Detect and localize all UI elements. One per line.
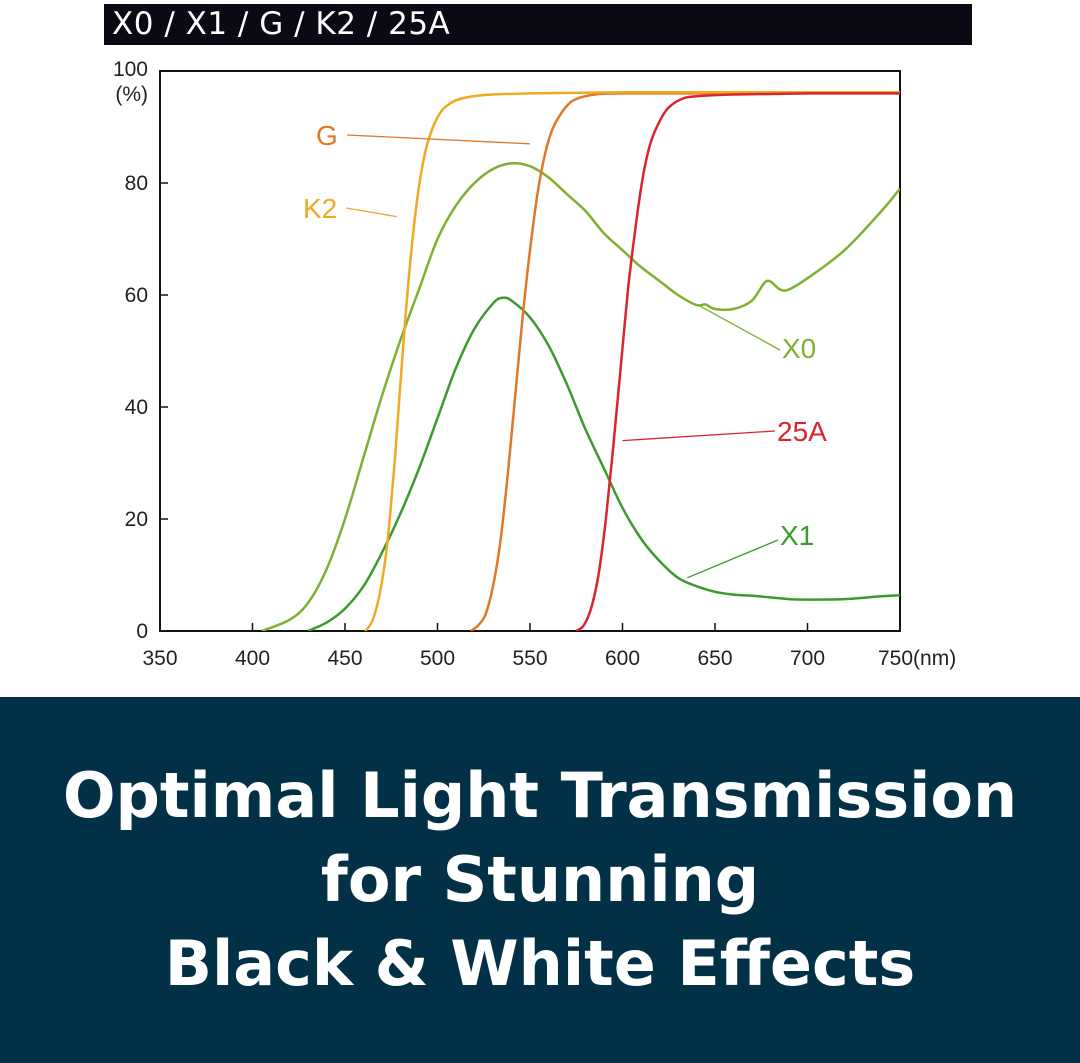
headline-line-1: Optimal Light Transmission bbox=[62, 759, 1018, 832]
series-label-x1: X1 bbox=[780, 520, 814, 551]
y-tick-label: 0 bbox=[136, 620, 148, 643]
y-axis-unit: (%) bbox=[115, 83, 148, 106]
y-tick-label: 80 bbox=[125, 172, 148, 195]
x-tick-label: 700 bbox=[790, 647, 825, 670]
headline-banner: Optimal Light Transmission for Stunning … bbox=[0, 697, 1080, 1063]
x-tick-label: 350 bbox=[142, 647, 177, 670]
x-tick-label: 500 bbox=[420, 647, 455, 670]
y-tick-label: 40 bbox=[125, 396, 148, 419]
series-line-x1 bbox=[307, 296, 900, 631]
series-label-x0: X0 bbox=[782, 333, 816, 364]
annotation-leader-k2 bbox=[345, 207, 397, 218]
headline-line-3: Black & White Effects bbox=[164, 927, 916, 1000]
headline-line-2: for Stunning bbox=[320, 843, 760, 916]
x-tick-label: 650 bbox=[697, 647, 732, 670]
y-tick-label: 100 bbox=[113, 58, 148, 81]
series-line-k2 bbox=[364, 90, 900, 631]
chart-ticks: 0 20 40 60 80 100(%) 350 400 450 500 550 600 650 700 7… bbox=[113, 58, 956, 670]
series-label-k2: K2 bbox=[303, 193, 337, 224]
chart-annotations: G K2 X0 25A X1 bbox=[303, 120, 827, 579]
series-label-g: G bbox=[316, 120, 338, 151]
x-tick-label: 600 bbox=[605, 647, 640, 670]
series-label-25a: 25A bbox=[777, 416, 827, 447]
chart-title: X0 / X1 / G / K2 / 25A bbox=[104, 4, 972, 45]
y-tick-label: 60 bbox=[125, 284, 148, 307]
transmission-chart: G K2 X0 25A X1 0 20 40 60 80 100(%) 350 400 450 500 55… bbox=[113, 58, 956, 670]
annotation-leader-25a bbox=[622, 430, 776, 442]
x-tick-label: 550 bbox=[512, 647, 547, 670]
y-tick-label: 20 bbox=[125, 508, 148, 531]
annotation-leader-x1 bbox=[687, 539, 779, 579]
series-line-25a bbox=[575, 92, 900, 631]
x-tick-label: 450 bbox=[327, 647, 362, 670]
x-tick-label: 750(nm) bbox=[878, 647, 956, 670]
x-tick-label: 400 bbox=[235, 647, 270, 670]
annotation-leader-g bbox=[346, 134, 531, 145]
chart-series bbox=[261, 90, 900, 631]
series-line-g bbox=[470, 92, 900, 631]
series-line-x0 bbox=[261, 162, 900, 631]
annotation-leader-x0 bbox=[699, 305, 781, 351]
